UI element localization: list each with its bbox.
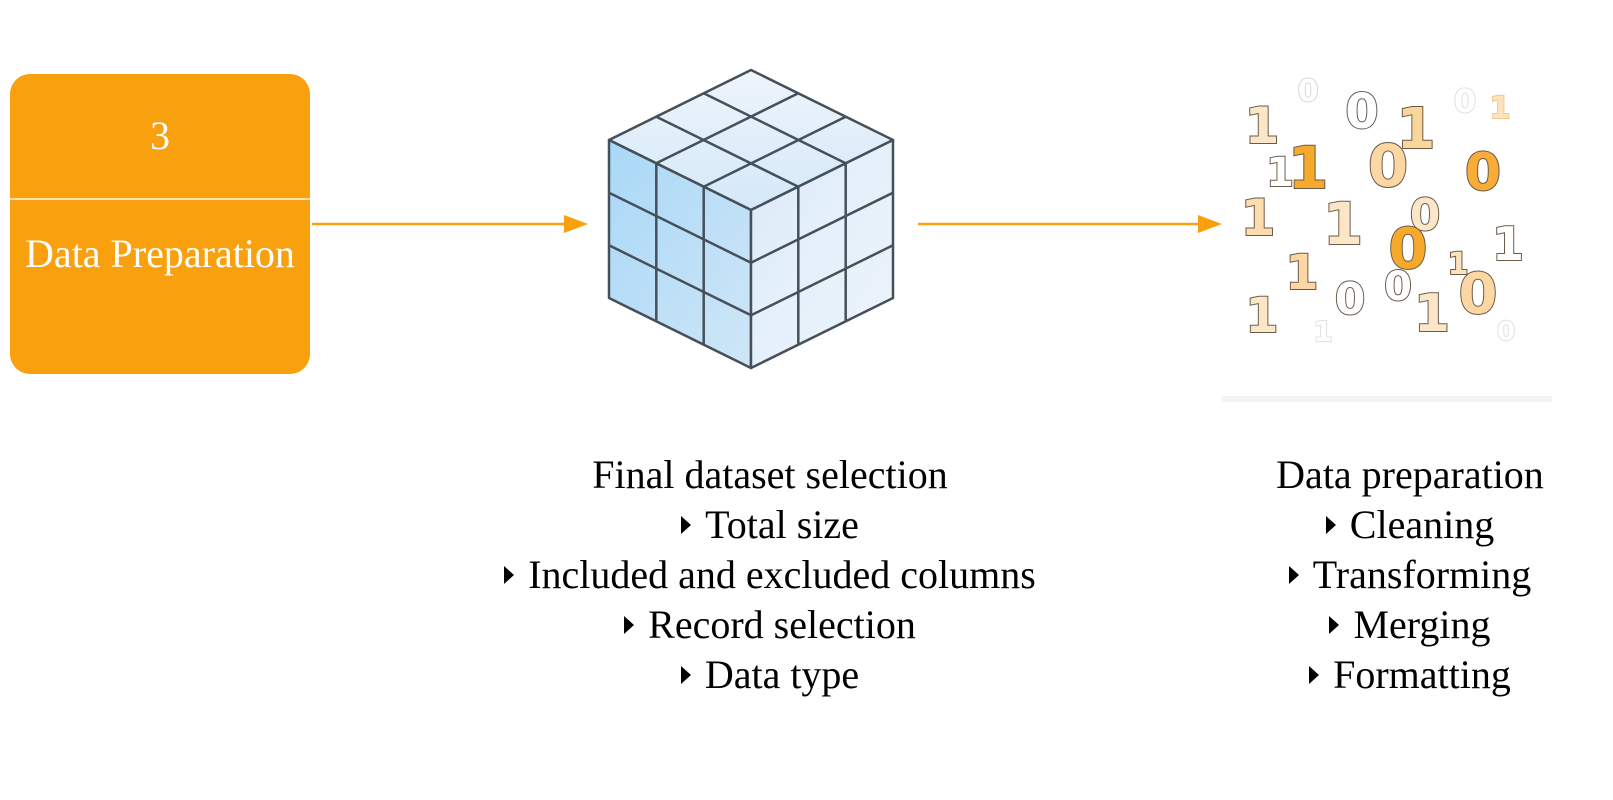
- step-box: 3 Data Preparation: [10, 74, 310, 374]
- bullet-icon: [1309, 666, 1320, 684]
- caption-item: Record selection: [430, 600, 1110, 650]
- caption-item: Total size: [430, 500, 1110, 550]
- binary-digit: 1: [1313, 315, 1332, 348]
- binary-digit: 0: [1497, 317, 1515, 347]
- binary-digit: 1: [1245, 97, 1280, 155]
- binary-digit: 0: [1410, 190, 1441, 241]
- caption-item: Data type: [430, 650, 1110, 700]
- binary-digit: 0: [1368, 132, 1408, 200]
- binary-digit: 1: [1492, 217, 1524, 271]
- binary-digit: 0: [1345, 84, 1378, 140]
- bullet-icon: [1288, 566, 1299, 584]
- data-preparation-caption: Data preparation Cleaning Transforming M…: [1225, 450, 1595, 700]
- binary-digit: 1: [1285, 245, 1318, 301]
- bullet-icon: [624, 616, 635, 634]
- caption-item: Cleaning: [1225, 500, 1595, 550]
- binary-digit: 1: [1397, 97, 1436, 162]
- binary-digit: 0: [1454, 82, 1476, 120]
- caption-item: Transforming: [1225, 550, 1595, 600]
- step-number: 3: [150, 113, 170, 158]
- binary-digit: 1: [1448, 247, 1469, 282]
- caption-heading: Data preparation: [1276, 452, 1544, 497]
- arrow-to-cube: [312, 215, 588, 233]
- step-title: Data Preparation: [25, 231, 295, 276]
- binary-digit: 0: [1298, 74, 1319, 109]
- caption-item: Included and excluded columns: [430, 550, 1110, 600]
- binary-digit: 1: [1414, 284, 1450, 344]
- binary-digit: 0: [1459, 262, 1498, 327]
- bullet-icon: [1325, 516, 1336, 534]
- bullet-icon: [681, 516, 692, 534]
- binary-digit: 1: [1288, 134, 1328, 202]
- caption-item: Formatting: [1225, 650, 1595, 700]
- binary-digit: 0: [1389, 217, 1428, 282]
- binary-digit: 0: [1335, 274, 1366, 325]
- final-dataset-caption: Final dataset selection Total size Inclu…: [430, 450, 1110, 700]
- binary-digit: 1: [1266, 150, 1294, 196]
- binary-digit: 1: [1323, 190, 1363, 258]
- binary-digit: 1: [1245, 288, 1278, 344]
- binary-icon-shadow: [1222, 396, 1552, 402]
- bullet-icon: [504, 566, 515, 584]
- arrow-to-binary: [918, 215, 1222, 233]
- bullet-icon: [1329, 616, 1340, 634]
- caption-heading: Final dataset selection: [592, 452, 948, 497]
- binary-digit: 1: [1490, 91, 1511, 126]
- binary-digit: 0: [1384, 264, 1412, 310]
- binary-digit: 1: [1241, 189, 1276, 247]
- bullet-icon: [680, 666, 691, 684]
- binary-digit: 0: [1465, 143, 1501, 203]
- caption-item: Merging: [1225, 600, 1595, 650]
- step-divider: [10, 198, 310, 200]
